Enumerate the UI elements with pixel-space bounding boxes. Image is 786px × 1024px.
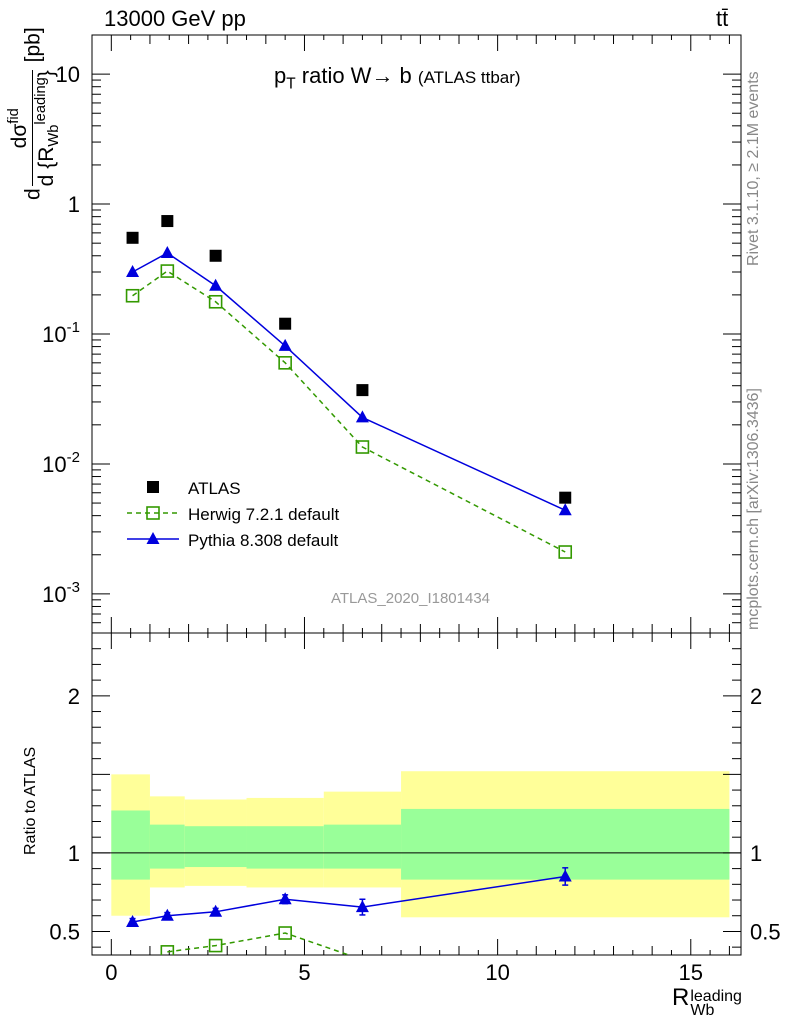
- atlas-point: [559, 491, 572, 504]
- legend-atlas-marker: [147, 481, 159, 493]
- main-marks: [125, 215, 573, 559]
- pythia-ratio-line: [132, 875, 566, 923]
- herwig-line: [132, 270, 566, 553]
- y-tick-exponent: -1: [67, 319, 80, 336]
- y-tick-label: 10-1: [42, 319, 80, 347]
- legend-pythia-label: Pythia 8.308 default: [188, 531, 339, 550]
- uncertainty-bands: [92, 771, 741, 918]
- pythia-point: [126, 265, 140, 278]
- band-inner: [184, 826, 247, 868]
- process-label: tt̄: [716, 6, 729, 31]
- pythia-ratio-point: [209, 904, 223, 917]
- band-inner: [149, 824, 185, 869]
- ratio-y-tick-label-right: 1: [750, 841, 762, 866]
- y-tick-exponent: -2: [67, 449, 80, 466]
- ratio-marks: [126, 867, 572, 955]
- pythia-ratio-point: [160, 908, 174, 921]
- chart-title: pT ratio W→ b (ATLAS ttbar): [274, 63, 521, 93]
- ratio-frame: [91, 632, 742, 956]
- analysis-id: ATLAS_2020_I1801434: [331, 590, 491, 607]
- band-inner: [246, 826, 324, 869]
- legend: ATLAS Herwig 7.2.1 default Pythia 8.308 de…: [127, 479, 339, 550]
- legend-herwig-marker: [146, 506, 160, 520]
- y-tick-label: 10-2: [42, 449, 80, 477]
- band-inner: [111, 810, 150, 880]
- energy-label: 13000 GeV pp: [104, 6, 246, 31]
- axis-ticks: 0 5 10 15 10-3 10-2 10-1 1 10 0.5 0.5 1 1 2 2: [42, 34, 781, 985]
- herwig-point: [208, 294, 223, 309]
- legend-pythia-marker: [146, 532, 160, 544]
- herwig-ratio-point: [208, 938, 223, 953]
- atlas-point: [356, 384, 369, 397]
- main-y-axis-label: d dσfid d {RWbleading} [pb]: [6, 27, 63, 200]
- herwig-point: [355, 440, 370, 454]
- herwig-ratio-point: [278, 926, 292, 940]
- herwig-ratio-point: [160, 945, 175, 955]
- pythia-ratio-point: [278, 892, 292, 905]
- legend-herwig-label: Herwig 7.2.1 default: [188, 505, 339, 524]
- ratio-y-axis-label: Ratio to ATLAS: [22, 746, 39, 855]
- x-tick-label: 10: [485, 960, 509, 985]
- ratio-y-tick-label: 0.5: [49, 919, 80, 944]
- legend-atlas-label: ATLAS: [188, 479, 241, 498]
- atlas-point: [126, 231, 139, 244]
- herwig-ratio-line: [167, 932, 352, 955]
- pythia-point: [209, 278, 223, 291]
- pythia-ratio-point: [558, 869, 572, 882]
- pythia-point: [278, 338, 292, 351]
- atlas-point: [279, 317, 292, 330]
- rivet-label: Rivet 3.1.10, ≥ 2.1M events: [745, 71, 762, 266]
- mcplots-label: mcplots.cern.ch [arXiv:1306.3436]: [745, 388, 762, 630]
- x-tick-label: 5: [298, 960, 310, 985]
- ratio-y-tick-label-right: 2: [750, 684, 762, 709]
- x-tick-label: 15: [679, 960, 703, 985]
- pythia-line: [132, 252, 566, 511]
- pythia-point: [355, 410, 369, 423]
- ratio-y-tick-label-right: 0.5: [750, 919, 781, 944]
- atlas-point: [209, 249, 222, 262]
- y-tick-label: 10-3: [42, 579, 80, 607]
- pythia-ratio-point: [126, 915, 140, 928]
- band-inner: [323, 824, 402, 869]
- herwig-point: [160, 264, 175, 278]
- y-tick-label: 10: [56, 62, 80, 87]
- pythia-point: [558, 503, 572, 516]
- pythia-ratio-point: [355, 900, 369, 913]
- herwig-point: [558, 545, 573, 559]
- y-tick-exponent: -3: [67, 579, 80, 596]
- x-tick-label: 0: [105, 960, 117, 985]
- ratio-y-tick-label: 2: [68, 684, 80, 709]
- atlas-point: [161, 215, 174, 228]
- ratio-y-tick-label: 1: [68, 841, 80, 866]
- herwig-point: [278, 356, 292, 370]
- pythia-point: [160, 246, 174, 259]
- y-tick-label: 1: [68, 192, 80, 217]
- herwig-point: [125, 288, 140, 303]
